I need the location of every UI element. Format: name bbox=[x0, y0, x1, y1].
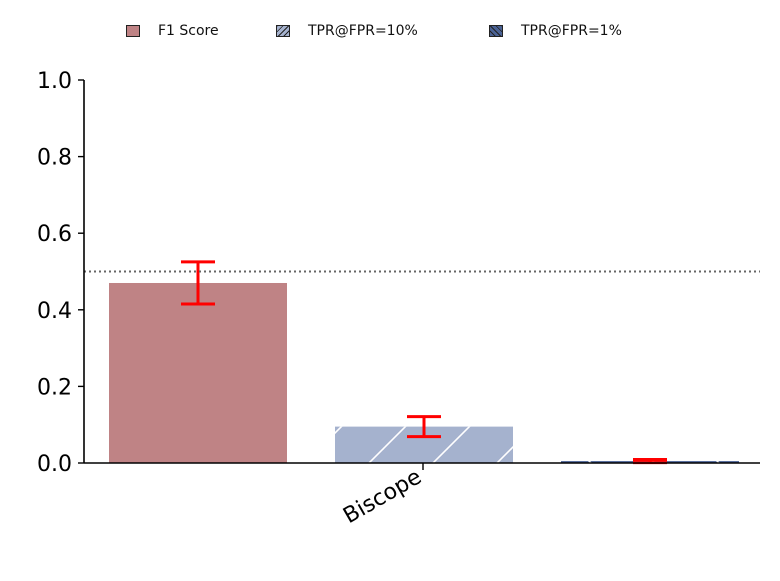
legend: F1 Score TPR@FPR=10% TPR@FPR=1% bbox=[0, 20, 780, 42]
y-tick-label-0: 0.0 bbox=[37, 452, 72, 477]
legend-item-f1-score: F1 Score bbox=[126, 20, 219, 42]
x-tick-label-0: Biscope bbox=[339, 465, 426, 530]
legend-label-f1-score: F1 Score bbox=[158, 23, 219, 39]
y-tick-label-3: 0.6 bbox=[37, 222, 72, 247]
legend-item-tpr-fpr-10: TPR@FPR=10% bbox=[276, 20, 418, 42]
bar-0 bbox=[109, 282, 287, 463]
legend-swatch-f1-score bbox=[126, 25, 140, 37]
y-tick-label-4: 0.8 bbox=[37, 146, 72, 171]
y-tick-label-5: 1.0 bbox=[37, 69, 72, 94]
legend-swatch-tpr-fpr-1 bbox=[489, 25, 503, 37]
legend-label-tpr-fpr-10: TPR@FPR=10% bbox=[308, 23, 418, 39]
plot-area: 0.0 0.2 0.4 0.6 0.8 1.0 Biscope bbox=[37, 69, 760, 529]
legend-swatch-tpr-fpr-10 bbox=[276, 25, 290, 37]
y-tick-label-2: 0.4 bbox=[37, 299, 72, 324]
y-tick-label-1: 0.2 bbox=[37, 375, 72, 400]
legend-label-tpr-fpr-1: TPR@FPR=1% bbox=[521, 23, 622, 39]
legend-item-tpr-fpr-1: TPR@FPR=1% bbox=[489, 20, 622, 42]
